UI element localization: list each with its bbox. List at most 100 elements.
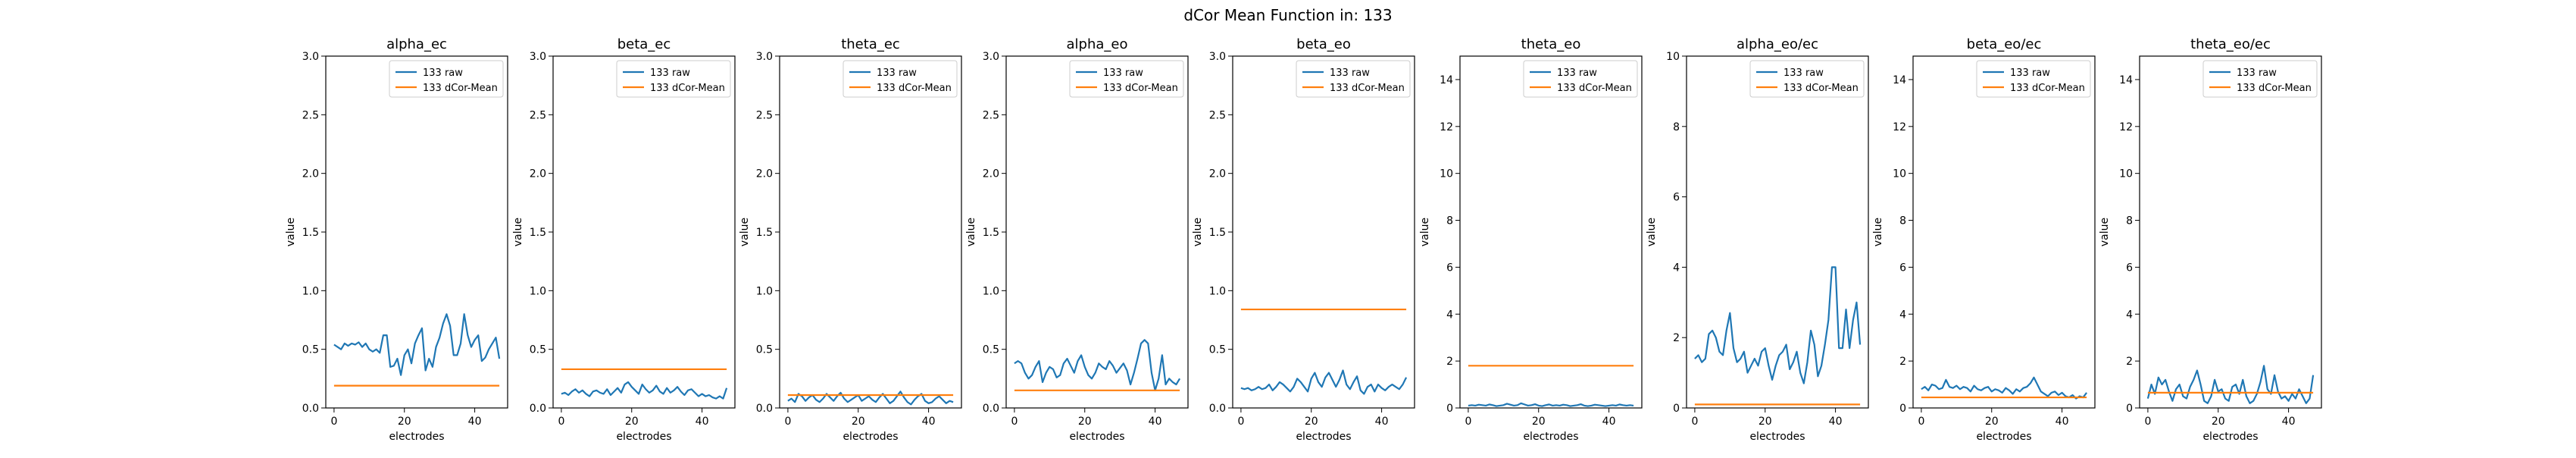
y-tick-label: 8 — [1673, 121, 1680, 133]
y-tick-label: 3.0 — [756, 51, 773, 63]
x-axis-label: electrodes — [843, 431, 898, 443]
chart-title: beta_eo/ec — [1967, 36, 2042, 52]
x-tick-label: 40 — [468, 416, 482, 428]
legend-label: 133 dCor-Mean — [1784, 83, 1859, 94]
chart-panel-2: theta_ec 0.0 0.5 1.0 1.5 2.0 2.5 3.0 0 20 40 electr… — [739, 36, 962, 443]
axes-frame — [779, 55, 962, 409]
y-tick-label: 0 — [2126, 403, 2133, 415]
y-tick-label: 4 — [1899, 309, 1906, 321]
y-tick-label: 2.5 — [530, 109, 546, 121]
x-axis-label: electrodes — [1749, 431, 1805, 443]
legend: 133 raw 133 dCor-Mean — [1976, 60, 2091, 98]
y-tick-label: 2.0 — [530, 168, 546, 180]
legend-label: 133 dCor-Mean — [2237, 83, 2312, 94]
legend-label: 133 dCor-Mean — [1330, 83, 1405, 94]
legend-label: 133 dCor-Mean — [650, 83, 725, 94]
legend-box — [1523, 60, 1638, 98]
y-tick-label: 14 — [2119, 74, 2133, 86]
legend: 133 raw 133 dCor-Mean — [1296, 60, 1411, 98]
y-tick-label: 2.0 — [983, 168, 999, 180]
y-tick-label: 0 — [1673, 403, 1680, 415]
y-tick-label: 1.5 — [983, 227, 999, 239]
y-axis-label: value — [285, 218, 297, 246]
x-tick-label: 0 — [558, 416, 564, 428]
legend-label: 133 raw — [2237, 67, 2277, 79]
y-tick-label: 6 — [2126, 262, 2133, 274]
x-tick-label: 0 — [330, 416, 337, 428]
axes-frame — [1686, 55, 1869, 409]
legend-label: 133 raw — [877, 67, 917, 79]
x-tick-label: 20 — [1078, 416, 1092, 428]
legend-box — [1976, 60, 2091, 98]
y-tick-label: 1.0 — [756, 285, 773, 297]
y-tick-label: 2.0 — [302, 168, 319, 180]
y-tick-label: 1.5 — [302, 227, 319, 239]
x-axis-label: electrodes — [1296, 431, 1351, 443]
axes-frame — [1232, 55, 1415, 409]
y-tick-label: 2.5 — [756, 109, 773, 121]
legend: 133 raw 133 dCor-Mean — [2202, 60, 2318, 98]
y-axis-label: value — [739, 218, 751, 246]
y-tick-label: 0.5 — [530, 344, 546, 356]
chart-title: beta_ec — [617, 36, 671, 52]
y-tick-label: 0.5 — [983, 344, 999, 356]
x-axis-label: electrodes — [1523, 431, 1578, 443]
chart-panel-7: beta_eo/ec 0 2 4 6 8 10 12 14 0 20 40 electrodes valu… — [1872, 36, 2096, 443]
y-tick-label: 0.5 — [302, 344, 319, 356]
series-line-raw — [2146, 365, 2315, 404]
legend: 133 raw 133 dCor-Mean — [1069, 60, 1184, 98]
legend: 133 raw 133 dCor-Mean — [1749, 60, 1865, 98]
y-tick-label: 0.5 — [756, 344, 773, 356]
chart-title: theta_eo — [1521, 36, 1581, 52]
chart-panel-6: alpha_eo/ec 0 2 4 6 8 10 0 20 40 electrodes value 13… — [1646, 36, 1869, 443]
legend-label: 133 raw — [1557, 67, 1597, 79]
y-axis-label: value — [512, 218, 524, 246]
x-tick-label: 40 — [922, 416, 936, 428]
legend-box — [843, 60, 958, 98]
legend: 133 raw 133 dCor-Mean — [843, 60, 958, 98]
x-axis-label: electrodes — [389, 431, 444, 443]
chart-panel-4: beta_eo 0.0 0.5 1.0 1.5 2.0 2.5 3.0 0 20 40 electro… — [1192, 36, 1415, 443]
y-tick-label: 2 — [2126, 356, 2133, 368]
y-tick-label: 3.0 — [1209, 51, 1226, 63]
axes-frame — [1005, 55, 1189, 409]
y-tick-label: 10 — [1893, 168, 1906, 180]
legend-label: 133 dCor-Mean — [1557, 83, 1632, 94]
y-tick-label: 12 — [1893, 121, 1906, 133]
series-line-raw — [1921, 376, 2087, 400]
x-tick-label: 0 — [784, 416, 791, 428]
series-line-raw — [1468, 402, 1634, 407]
series-line-raw — [333, 313, 501, 376]
y-tick-label: 0.0 — [983, 403, 999, 415]
legend-label: 133 raw — [1330, 67, 1370, 79]
y-tick-label: 3.0 — [530, 51, 546, 63]
y-tick-label: 0.5 — [1209, 344, 1226, 356]
x-tick-label: 20 — [1532, 416, 1546, 428]
y-axis-label: value — [1872, 218, 1884, 246]
x-tick-label: 0 — [1691, 416, 1698, 428]
y-tick-label: 6 — [1899, 262, 1906, 274]
y-tick-label: 14 — [1440, 74, 1453, 86]
x-tick-label: 0 — [1465, 416, 1471, 428]
x-tick-label: 40 — [1375, 416, 1389, 428]
legend: 133 raw 133 dCor-Mean — [389, 60, 504, 98]
y-axis-label: value — [1646, 218, 1658, 246]
y-tick-label: 2.5 — [1209, 109, 1226, 121]
y-tick-label: 4 — [1673, 262, 1680, 274]
y-axis-label: value — [965, 218, 977, 246]
chart-title: alpha_eo — [1067, 36, 1128, 52]
x-axis-label: electrodes — [616, 431, 671, 443]
y-tick-label: 6 — [1673, 192, 1680, 204]
x-tick-label: 40 — [696, 416, 709, 428]
y-tick-label: 0.0 — [530, 403, 546, 415]
x-tick-label: 20 — [852, 416, 865, 428]
y-tick-label: 4 — [2126, 309, 2133, 321]
series-line-raw — [1240, 369, 1408, 395]
x-tick-label: 0 — [1918, 416, 1924, 428]
y-tick-label: 1.0 — [983, 285, 999, 297]
x-tick-label: 40 — [2282, 416, 2296, 428]
chart-panel-0: alpha_ec 0.0 0.5 1.0 1.5 2.0 2.5 3.0 0 20 40 electr… — [285, 36, 508, 443]
legend-box — [1296, 60, 1411, 98]
x-tick-label: 40 — [2055, 416, 2069, 428]
